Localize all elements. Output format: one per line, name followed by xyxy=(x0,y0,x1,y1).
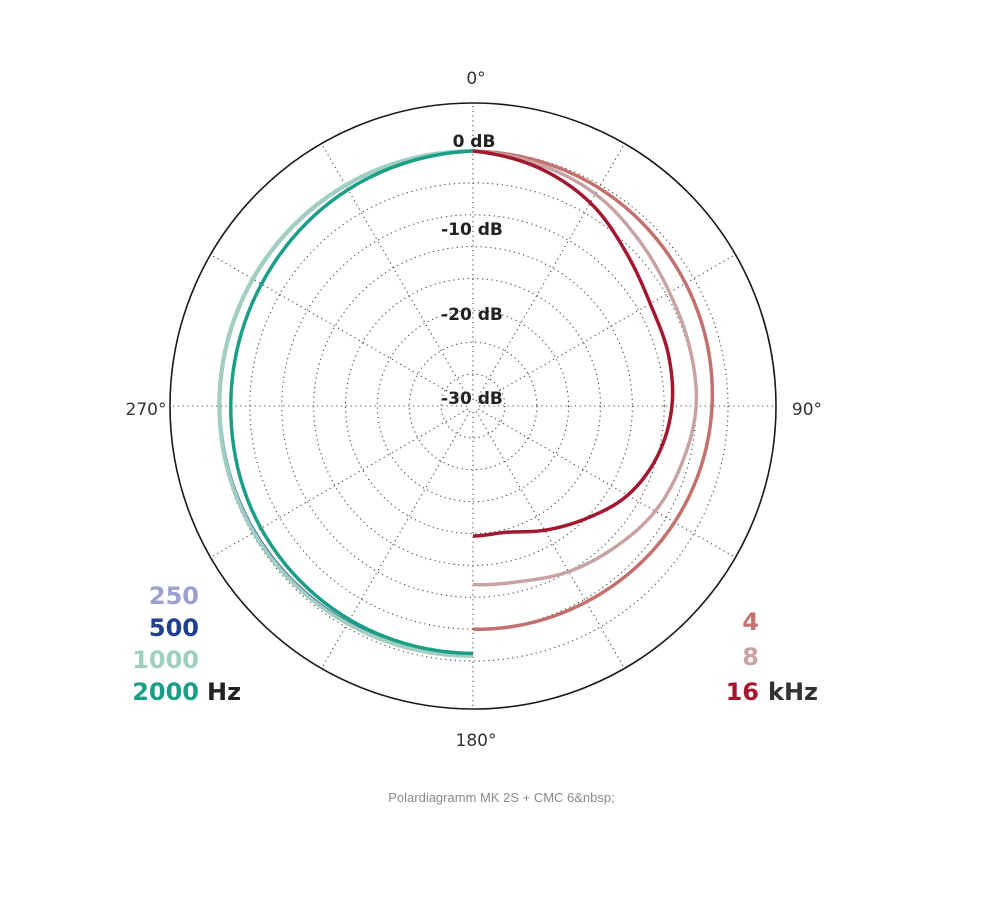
legend-item-8k: 8 xyxy=(742,643,759,671)
grid-spoke xyxy=(210,254,469,404)
grid-spoke xyxy=(210,408,469,558)
legend-item-16k: 16 xyxy=(726,678,759,706)
legend-unit-hz: Hz xyxy=(207,678,241,706)
legend-hz: 250 500 1000 2000 Hz xyxy=(132,582,241,706)
legend-item-2000: 2000 xyxy=(132,678,199,706)
legend-unit-khz: kHz xyxy=(768,678,818,706)
angle-label-90: 90° xyxy=(792,400,822,420)
radial-label-0db: 0 dB xyxy=(453,132,496,152)
grid-spoke xyxy=(475,143,625,402)
series-line-8 xyxy=(472,149,699,587)
legend-item-1000: 1000 xyxy=(132,646,199,674)
legend-item-500: 500 xyxy=(149,614,199,642)
polar-labels: 0° 90° 180° 270° 0 dB -10 dB -20 dB -30 … xyxy=(126,69,823,751)
radial-label-minus10db: -10 dB xyxy=(441,220,503,240)
grid-ring xyxy=(281,214,665,598)
grid-spoke xyxy=(477,408,736,558)
grid-spoke xyxy=(321,410,471,669)
grid-ring xyxy=(313,246,633,566)
grid-spoke xyxy=(321,143,471,402)
chart-caption: Polardiagramm MK 2S + CMC 6&nbsp; xyxy=(388,790,615,805)
grid-ring xyxy=(344,277,602,535)
angle-label-0: 0° xyxy=(466,69,485,89)
angle-label-180: 180° xyxy=(456,731,497,751)
grid-ring xyxy=(440,373,506,439)
legend-item-4k: 4 xyxy=(742,608,759,636)
series-line-250 xyxy=(218,149,474,657)
legend-khz: 4 8 16 kHz xyxy=(726,608,818,706)
series-line-500 xyxy=(218,149,474,656)
series-line-4 xyxy=(472,149,715,631)
legend-item-250: 250 xyxy=(149,582,199,610)
series-line-2000 xyxy=(229,149,474,656)
radial-label-minus20db: -20 dB xyxy=(441,305,503,325)
grid-ring xyxy=(376,309,570,503)
polar-outer-ring xyxy=(169,102,777,710)
series-line-16 xyxy=(472,149,675,538)
radial-label-minus30db: -30 dB xyxy=(441,389,503,409)
angle-label-270: 270° xyxy=(126,400,167,420)
series-line-1000 xyxy=(217,149,474,658)
polar-series xyxy=(217,149,715,658)
